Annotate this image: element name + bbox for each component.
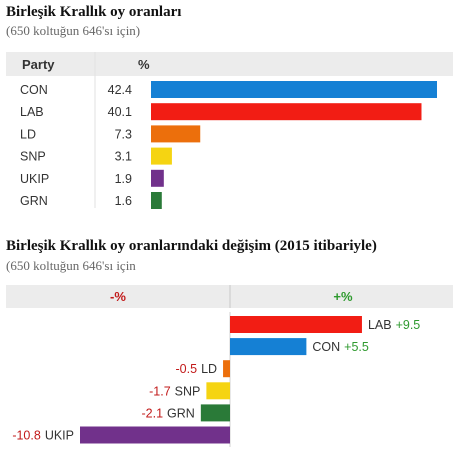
bar: [200, 404, 230, 422]
change-value: +5.5: [344, 340, 369, 354]
change-value: -0.5: [176, 362, 198, 376]
value-label: 1.9: [115, 172, 132, 186]
party-label: CON: [20, 83, 48, 97]
party-label: GRN: [20, 194, 48, 208]
value-label: 40.1: [108, 105, 132, 119]
bar: [151, 192, 162, 209]
value-label: 42.4: [108, 83, 132, 97]
party-label: LD: [201, 362, 217, 376]
party-label: SNP: [20, 150, 46, 164]
header-negative: -%: [110, 289, 126, 304]
change-value: -1.7: [149, 384, 171, 398]
bar: [223, 360, 230, 378]
bar: [151, 103, 422, 121]
bar-label: -0.5 LD: [176, 362, 218, 376]
bar: [151, 147, 172, 165]
chart1-title: Birleşik Krallık oy oranları: [6, 4, 182, 20]
bar: [206, 382, 230, 400]
party-label: LD: [20, 127, 36, 141]
bar-label: CON +5.5: [312, 340, 369, 354]
chart2-subtitle: (650 koltuğun 646'sı için: [6, 258, 136, 273]
bar: [230, 338, 307, 356]
bar: [151, 125, 201, 143]
bar-label: -10.8 UKIP: [12, 429, 74, 443]
bar-label: LAB +9.5: [368, 318, 420, 332]
change-value: -2.1: [142, 406, 164, 420]
vote-share-chart: Party % CON 42.4 LAB 40.1 LD 7.3 SNP 3.1 UKIP 1.9 GR…: [6, 52, 453, 209]
party-label: LAB: [20, 105, 44, 119]
value-label: 3.1: [115, 150, 132, 164]
header-percent: %: [138, 57, 150, 72]
party-label: LAB: [368, 318, 392, 332]
bar-label: -2.1 GRN: [142, 406, 195, 420]
bar: [151, 169, 164, 187]
vote-change-chart: -% +% LAB +9.5 CON +5.5 -0.5 LD -1.7 SNP -2.1 GRN -1…: [6, 285, 453, 447]
table-header-bg: [6, 52, 453, 76]
party-label: UKIP: [45, 429, 74, 443]
header-positive: +%: [333, 289, 353, 304]
party-label: SNP: [175, 384, 201, 398]
bar: [151, 81, 437, 98]
chart1-subtitle: (650 koltuğun 646'sı için): [6, 23, 141, 38]
header-party: Party: [22, 57, 55, 72]
party-label: GRN: [167, 406, 195, 420]
bar-label: -1.7 SNP: [149, 384, 200, 398]
bar: [230, 316, 362, 333]
bar: [80, 426, 230, 444]
party-label: UKIP: [20, 172, 49, 186]
value-label: 7.3: [115, 127, 132, 141]
change-value: +9.5: [396, 318, 421, 332]
change-value: -10.8: [12, 429, 41, 443]
value-label: 1.6: [115, 194, 132, 208]
party-label: CON: [312, 340, 340, 354]
chart2-title: Birleşik Krallık oy oranlarındaki değişi…: [6, 238, 377, 254]
